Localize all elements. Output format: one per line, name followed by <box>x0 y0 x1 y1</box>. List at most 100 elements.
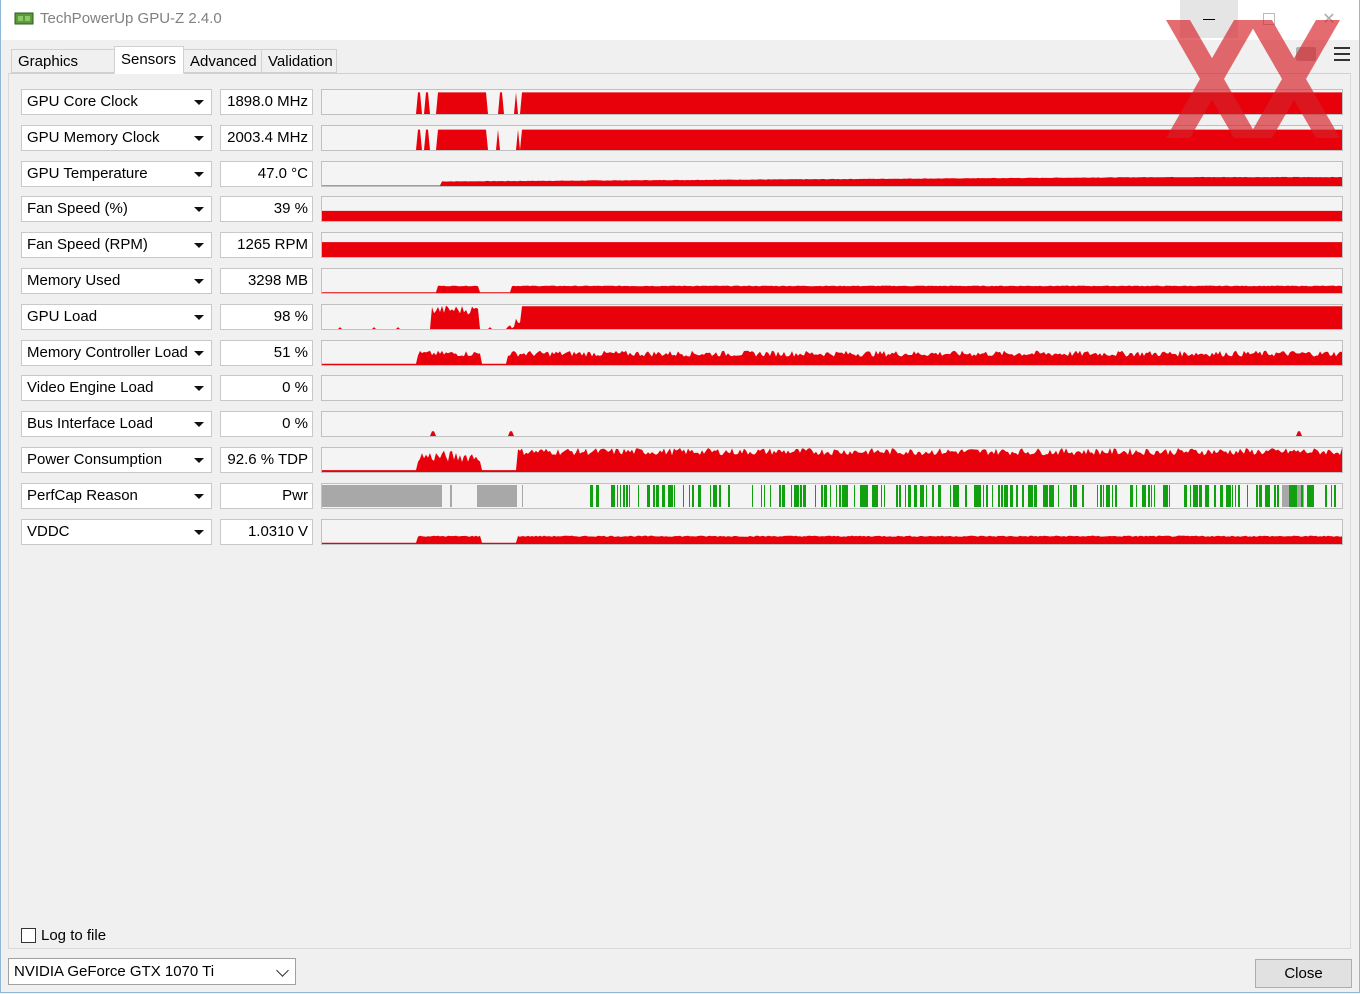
gpu-select[interactable]: NVIDIA GeForce GTX 1070 Ti <box>8 958 296 985</box>
maximize-icon <box>1263 13 1275 25</box>
gpu-select-value: NVIDIA GeForce GTX 1070 Ti <box>14 963 215 980</box>
sensor-graph <box>321 447 1343 473</box>
log-to-file-label[interactable]: Log to file <box>41 927 107 944</box>
sensor-row: GPU Memory Clock 2003.4 MHz <box>0 125 1360 151</box>
dropdown-arrow-icon <box>194 136 204 141</box>
tab-validation[interactable]: Validation <box>261 49 337 73</box>
dropdown-arrow-icon <box>194 494 204 499</box>
sensor-name-dropdown[interactable]: Fan Speed (RPM) <box>21 232 212 258</box>
sensor-row: VDDC 1.0310 V <box>0 519 1360 545</box>
dropdown-arrow-icon <box>194 458 204 463</box>
sensor-value: 92.6 % TDP <box>220 447 313 473</box>
graph-plot <box>322 485 1336 507</box>
sensor-graph <box>321 125 1343 151</box>
dropdown-arrow-icon <box>194 422 204 427</box>
gpu-z-app-icon <box>14 12 34 25</box>
sensor-name: PerfCap Reason <box>27 487 138 504</box>
tab-sensors[interactable]: Sensors <box>114 46 184 74</box>
menu-icon[interactable] <box>1334 47 1350 61</box>
sensor-value: 0 % <box>220 411 313 437</box>
sensor-name: GPU Memory Clock <box>27 129 160 146</box>
sensor-graph <box>321 483 1343 509</box>
camera-icon[interactable] <box>1296 47 1316 61</box>
maximize-button[interactable] <box>1240 0 1298 38</box>
window-title: TechPowerUp GPU-Z 2.4.0 <box>40 10 222 27</box>
graph-plot <box>322 350 1342 365</box>
sensor-value: 1.0310 V <box>220 519 313 545</box>
sensor-value: Pwr <box>220 483 313 509</box>
sensor-row: Memory Controller Load 51 % <box>0 340 1360 366</box>
sensor-value: 2003.4 MHz <box>220 125 313 151</box>
sensor-name: Memory Used <box>27 272 121 289</box>
sensor-name-dropdown[interactable]: GPU Load <box>21 304 212 330</box>
sensor-graph <box>321 268 1343 294</box>
sensor-row: GPU Load 98 % <box>0 304 1360 330</box>
sensor-name: GPU Load <box>27 308 98 325</box>
sensor-row: Fan Speed (RPM) 1265 RPM <box>0 232 1360 258</box>
close-icon: ✕ <box>1322 11 1336 28</box>
sensor-name-dropdown[interactable]: GPU Temperature <box>21 161 212 187</box>
sensor-row: Fan Speed (%) 39 % <box>0 196 1360 222</box>
sensor-row: Video Engine Load 0 % <box>0 375 1360 401</box>
sensor-name-dropdown[interactable]: Power Consumption <box>21 447 212 473</box>
tab-graphics-card[interactable]: Graphics Card <box>11 49 115 94</box>
graph-plot <box>322 431 1342 436</box>
sensor-name-dropdown[interactable]: Memory Controller Load <box>21 340 212 366</box>
tab-advanced[interactable]: Advanced <box>183 49 262 73</box>
graph-plot <box>322 242 1342 257</box>
graph-plot <box>322 210 1342 221</box>
dropdown-arrow-icon <box>194 100 204 105</box>
sensor-name-dropdown[interactable]: VDDC <box>21 519 212 545</box>
graph-plot <box>322 376 1342 400</box>
graph-plot <box>322 176 1342 186</box>
sensor-row: GPU Temperature 47.0 °C <box>0 161 1360 187</box>
sensor-name: Fan Speed (%) <box>27 200 128 217</box>
sensor-name: VDDC <box>27 523 70 540</box>
sensor-row: Power Consumption 92.6 % TDP <box>0 447 1360 473</box>
sensor-name-dropdown[interactable]: PerfCap Reason <box>21 483 212 509</box>
sensor-row: Memory Used 3298 MB <box>0 268 1360 294</box>
sensor-graph <box>321 304 1343 330</box>
sensor-name-dropdown[interactable]: GPU Core Clock <box>21 89 212 115</box>
graph-plot <box>322 285 1342 293</box>
sensor-name-dropdown[interactable]: Video Engine Load <box>21 375 212 401</box>
tab-bar: Graphics Card Sensors Advanced Validatio… <box>0 40 1360 94</box>
dropdown-arrow-icon <box>194 386 204 391</box>
sensor-name-dropdown[interactable]: Fan Speed (%) <box>21 196 212 222</box>
sensor-value: 0 % <box>220 375 313 401</box>
sensor-graph <box>321 411 1343 437</box>
dropdown-arrow-icon <box>194 315 204 320</box>
sensor-name: GPU Temperature <box>27 165 148 182</box>
sensor-name-dropdown[interactable]: Bus Interface Load <box>21 411 212 437</box>
sensor-value: 47.0 °C <box>220 161 313 187</box>
sensor-name-dropdown[interactable]: Memory Used <box>21 268 212 294</box>
graph-plot <box>322 448 1342 472</box>
sensor-row: GPU Core Clock 1898.0 MHz <box>0 89 1360 115</box>
title-bar: TechPowerUp GPU-Z 2.4.0 ✕ <box>0 0 1360 40</box>
dropdown-arrow-icon <box>194 243 204 248</box>
sensor-graph <box>321 340 1343 366</box>
dropdown-arrow-icon <box>194 207 204 212</box>
minimize-button[interactable] <box>1180 0 1238 38</box>
sensor-value: 3298 MB <box>220 268 313 294</box>
log-to-file-checkbox[interactable] <box>21 928 36 943</box>
sensor-graph <box>321 89 1343 115</box>
close-button-label: Close <box>1284 965 1323 982</box>
sensor-graph <box>321 161 1343 187</box>
minimize-icon <box>1203 18 1215 20</box>
close-button[interactable]: Close <box>1255 959 1352 988</box>
chevron-down-icon <box>276 964 289 977</box>
dropdown-arrow-icon <box>194 530 204 535</box>
close-window-button[interactable]: ✕ <box>1300 0 1358 38</box>
sensor-graph <box>321 232 1343 258</box>
sensor-value: 1265 RPM <box>220 232 313 258</box>
graph-plot <box>322 129 1342 150</box>
sensor-name: Video Engine Load <box>27 379 154 396</box>
dropdown-arrow-icon <box>194 172 204 177</box>
sensor-name: Fan Speed (RPM) <box>27 236 148 253</box>
sensor-name: Power Consumption <box>27 451 163 468</box>
sensor-name-dropdown[interactable]: GPU Memory Clock <box>21 125 212 151</box>
dropdown-arrow-icon <box>194 351 204 356</box>
graph-plot <box>322 305 1342 329</box>
sensor-value: 51 % <box>220 340 313 366</box>
